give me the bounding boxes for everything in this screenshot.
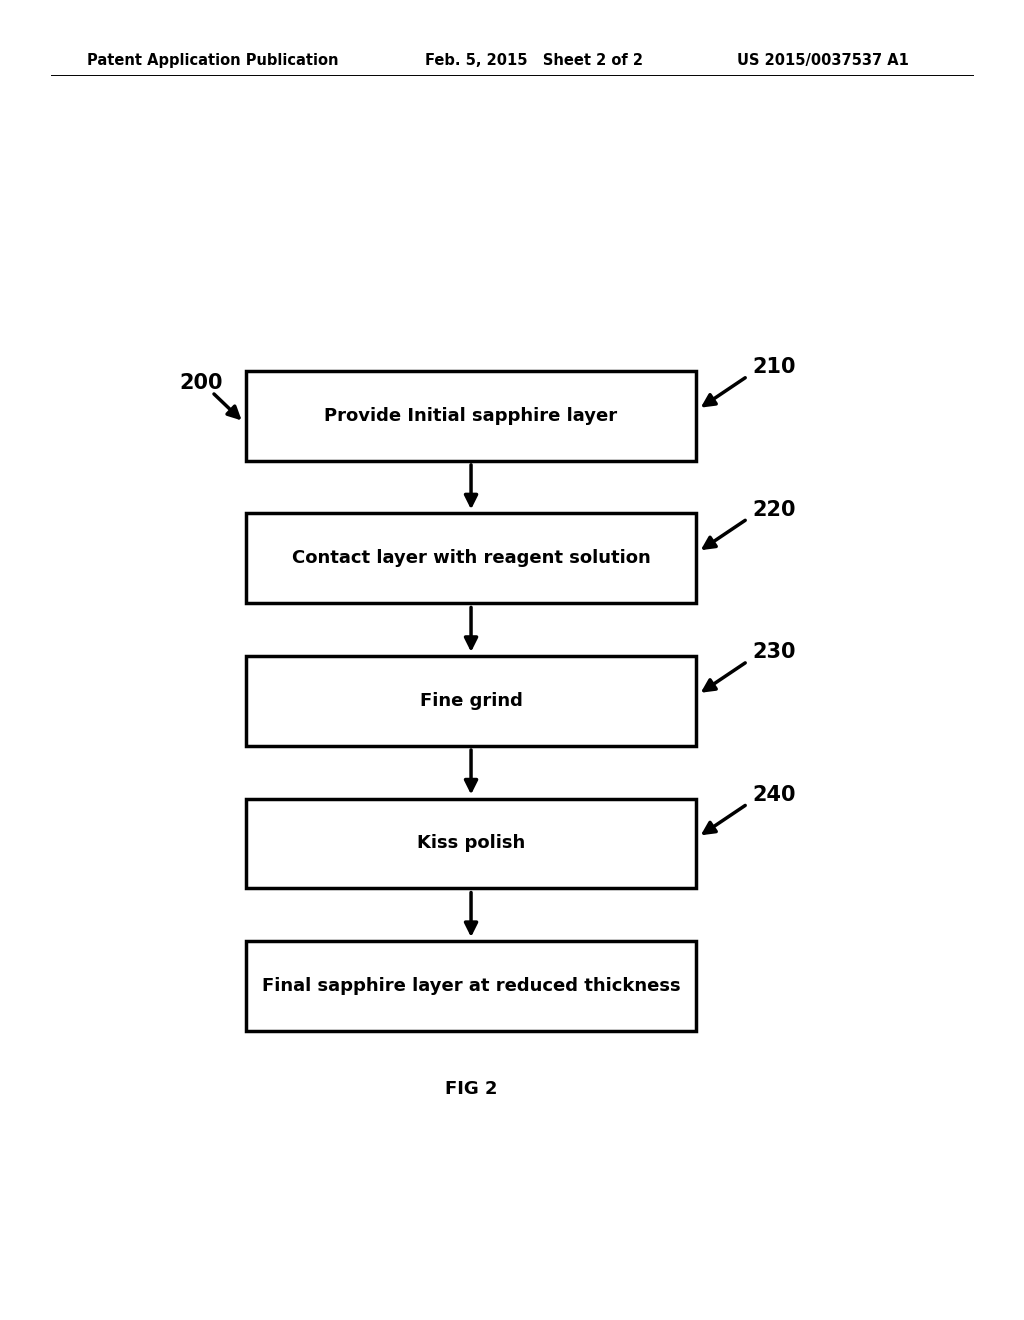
Text: US 2015/0037537 A1: US 2015/0037537 A1 — [737, 53, 909, 69]
Text: 210: 210 — [753, 356, 796, 378]
Text: 200: 200 — [179, 372, 222, 393]
Bar — [246, 371, 696, 461]
Bar — [246, 656, 696, 746]
Bar — [246, 941, 696, 1031]
Text: Feb. 5, 2015   Sheet 2 of 2: Feb. 5, 2015 Sheet 2 of 2 — [425, 53, 643, 69]
Text: Patent Application Publication: Patent Application Publication — [87, 53, 339, 69]
Text: Provide Initial sapphire layer: Provide Initial sapphire layer — [325, 407, 617, 425]
Bar — [246, 799, 696, 888]
Text: Final sapphire layer at reduced thickness: Final sapphire layer at reduced thicknes… — [262, 977, 680, 995]
Text: 230: 230 — [753, 642, 796, 663]
Text: 220: 220 — [753, 499, 796, 520]
Text: Contact layer with reagent solution: Contact layer with reagent solution — [292, 549, 650, 568]
Bar — [246, 513, 696, 603]
Text: Kiss polish: Kiss polish — [417, 834, 525, 853]
Text: 240: 240 — [753, 784, 796, 805]
Text: Fine grind: Fine grind — [420, 692, 522, 710]
Text: FIG 2: FIG 2 — [444, 1080, 498, 1098]
